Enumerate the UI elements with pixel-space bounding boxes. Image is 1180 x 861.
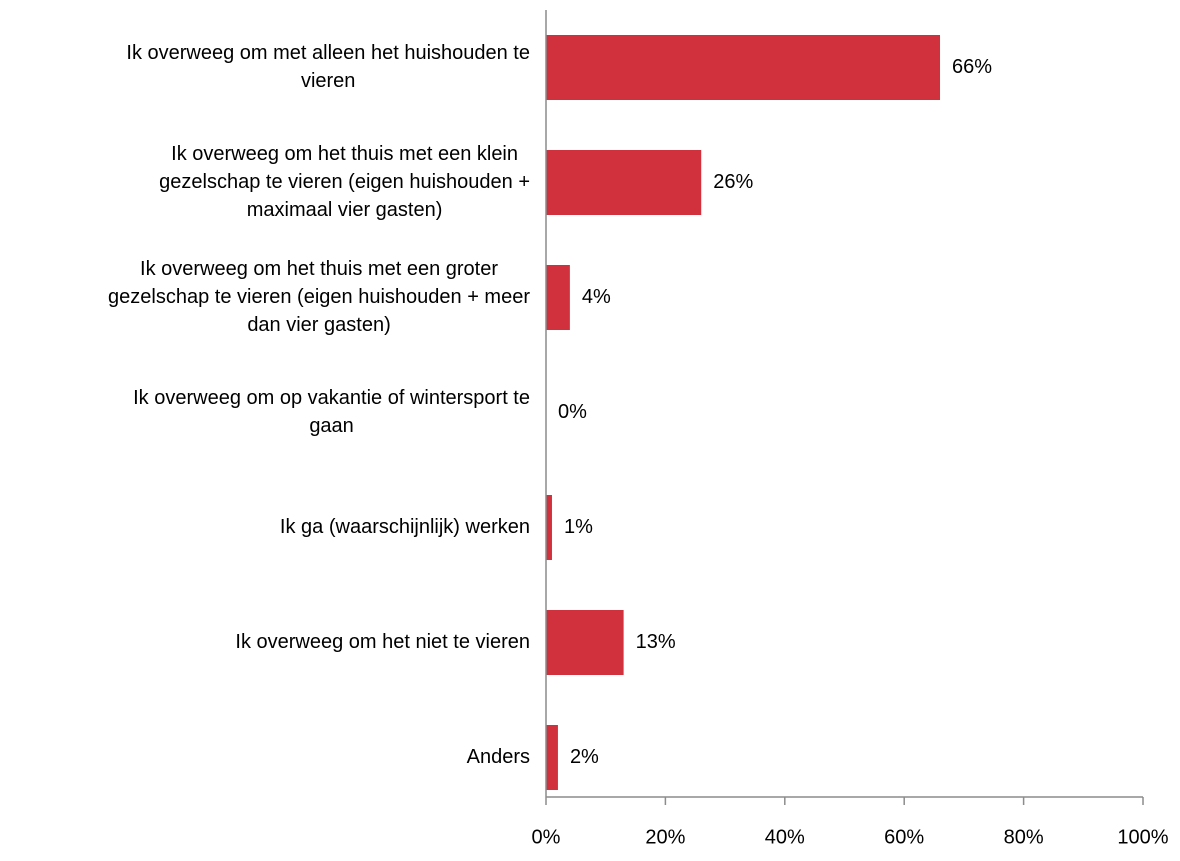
data-label: 26% [713, 171, 753, 193]
category-label: Ik overweeg om het niet te vieren [235, 631, 530, 653]
data-label: 13% [636, 631, 676, 653]
bar [546, 725, 558, 790]
data-label: 2% [570, 746, 599, 768]
bar [546, 265, 570, 330]
category-label: Ik ga (waarschijnlijk) werken [280, 516, 530, 538]
category-label: maximaal vier gasten) [247, 199, 443, 221]
x-tick-label: 60% [884, 826, 924, 848]
category-label: Ik overweeg om het thuis met een klein [171, 143, 518, 165]
bar [546, 35, 941, 100]
data-label: 4% [582, 286, 611, 308]
x-tick-label: 0% [532, 826, 561, 848]
category-label: Ik overweeg om het thuis met een groter [140, 258, 498, 280]
category-label: Ik overweeg om met alleen het huishouden… [126, 42, 530, 64]
category-label: Anders [467, 746, 530, 768]
data-label: 0% [558, 401, 587, 423]
data-label: 1% [564, 516, 593, 538]
category-label: gezelschap te vieren (eigen huishouden +… [108, 286, 530, 308]
x-tick-label: 40% [765, 826, 805, 848]
bar [546, 610, 624, 675]
bar [546, 495, 552, 560]
category-label: vieren [301, 70, 355, 92]
category-label: gaan [309, 415, 354, 437]
category-label: gezelschap te vieren (eigen huishouden + [159, 171, 530, 193]
x-tick-label: 80% [1004, 826, 1044, 848]
category-label: dan vier gasten) [247, 314, 390, 336]
data-label: 66% [952, 56, 992, 78]
category-label: Ik overweeg om op vakantie of winterspor… [133, 387, 530, 409]
x-tick-label: 20% [645, 826, 685, 848]
bar [546, 150, 702, 215]
x-tick-label: 100% [1117, 826, 1168, 848]
